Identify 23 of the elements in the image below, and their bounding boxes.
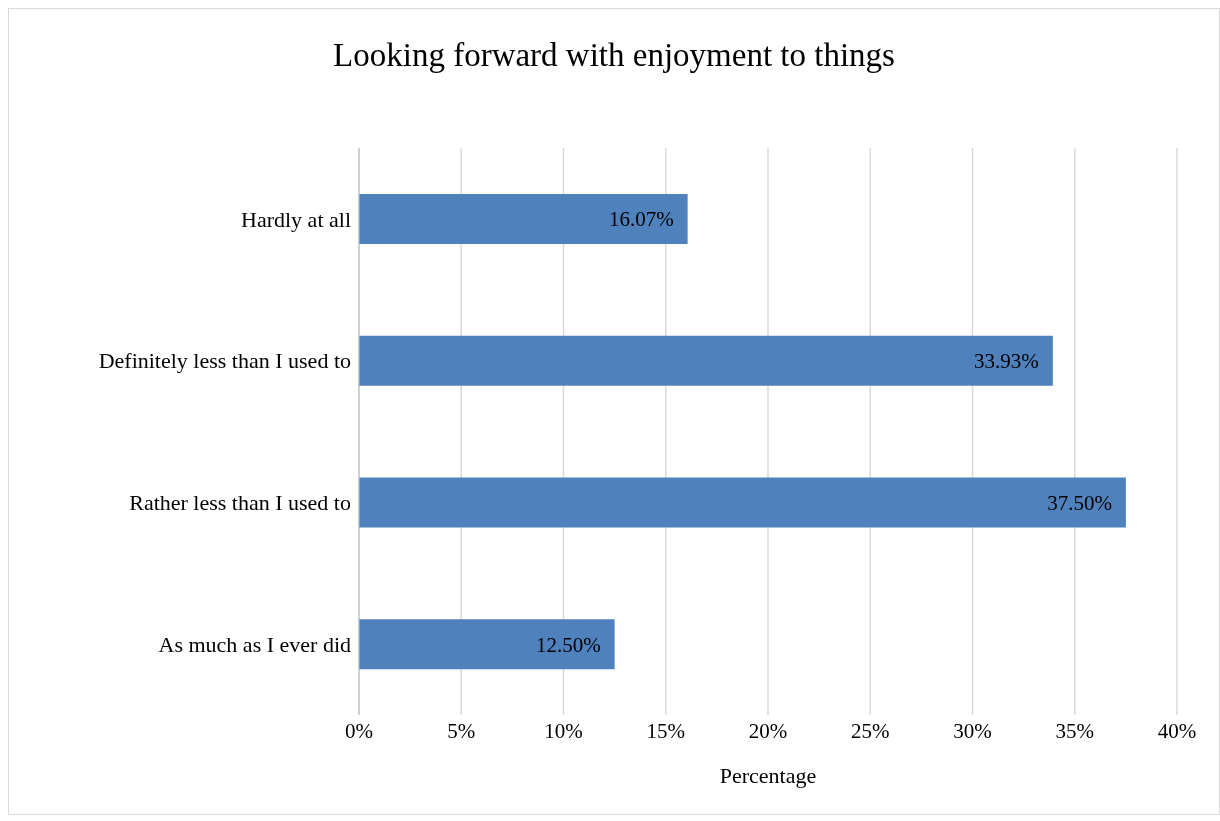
x-tick-label: 20% bbox=[748, 718, 788, 743]
x-tick-label: 5% bbox=[447, 718, 476, 743]
x-tick-label: 35% bbox=[1055, 718, 1094, 743]
data-label: 12.50% bbox=[535, 632, 601, 657]
y-tick-label: Definitely less than I used to bbox=[98, 348, 351, 374]
data-label: 33.93% bbox=[974, 349, 1039, 374]
y-tick-label: Rather less than I used to bbox=[129, 490, 351, 516]
x-tick-label: 10% bbox=[544, 718, 583, 743]
x-tick-label: 15% bbox=[646, 718, 685, 743]
x-tick-label: 25% bbox=[851, 718, 890, 743]
x-tick-label: 30% bbox=[953, 718, 992, 743]
data-label: 37.50% bbox=[1047, 490, 1112, 515]
x-tick-label: 0% bbox=[345, 718, 373, 743]
x-axis-title: Percentage bbox=[719, 763, 817, 788]
bar bbox=[359, 619, 615, 670]
x-tick-label: 40% bbox=[1157, 718, 1197, 743]
bar bbox=[359, 477, 1126, 528]
bar bbox=[359, 335, 1053, 386]
bar bbox=[359, 194, 688, 244]
y-tick-label: Hardly at all bbox=[241, 206, 351, 232]
data-label: 16.07% bbox=[608, 207, 674, 232]
y-tick-label: As much as I ever did bbox=[158, 631, 351, 657]
chart-title: Looking forward with enjoyment to things bbox=[332, 37, 896, 74]
